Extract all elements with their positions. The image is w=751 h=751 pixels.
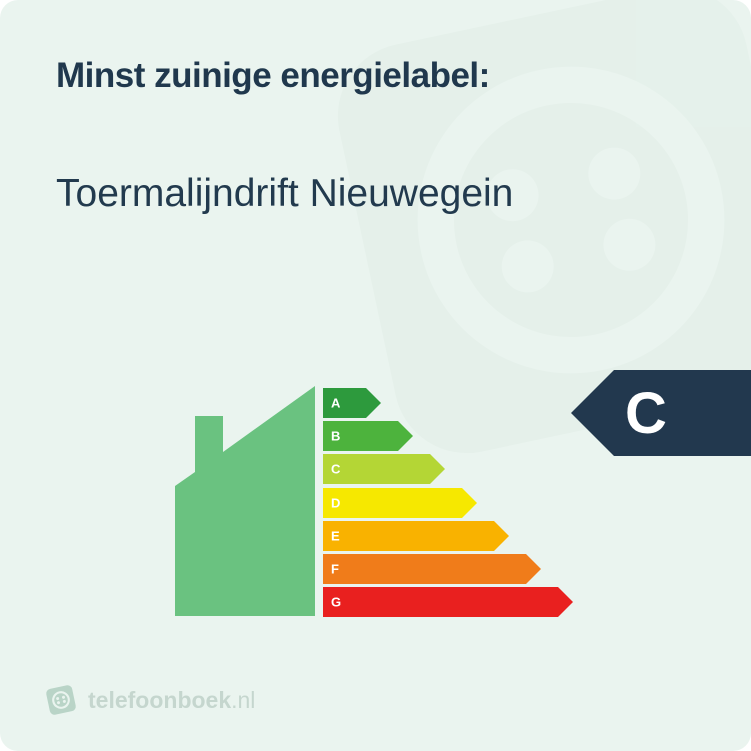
energy-bars: A B C D E F G: [323, 388, 573, 620]
bar-label: A: [331, 396, 340, 411]
bar-label: B: [331, 429, 340, 444]
energy-bar-a: A: [323, 388, 573, 418]
energy-bar-f: F: [323, 554, 573, 584]
house-icon: [175, 386, 315, 616]
energy-bar-e: E: [323, 521, 573, 551]
bar-arrow-icon: [323, 488, 477, 518]
bar-label: C: [331, 462, 340, 477]
energy-bar-c: C: [323, 454, 573, 484]
brand-name: telefoonboek: [88, 687, 231, 713]
brand-text: telefoonboek.nl: [88, 687, 255, 714]
badge-letter: C: [625, 380, 666, 447]
bar-arrow-icon: [323, 587, 573, 617]
bar-arrow-icon: [323, 521, 509, 551]
page-title: Minst zuinige energielabel:: [56, 56, 490, 96]
bar-label: G: [331, 595, 341, 610]
footer-brand: telefoonboek.nl: [46, 685, 255, 715]
bar-label: D: [331, 495, 340, 510]
badge-arrow-icon: [571, 370, 614, 456]
bar-label: E: [331, 528, 340, 543]
energy-bar-b: B: [323, 421, 573, 451]
energy-bar-d: D: [323, 488, 573, 518]
bar-label: F: [331, 561, 339, 576]
logo-icon: [43, 682, 79, 718]
energy-bar-g: G: [323, 587, 573, 617]
brand-tld: .nl: [231, 687, 255, 713]
bar-arrow-icon: [323, 454, 445, 484]
bar-arrow-icon: [323, 554, 541, 584]
energy-label-card: Minst zuinige energielabel: Toermalijndr…: [0, 0, 751, 751]
rating-badge: C: [571, 370, 751, 456]
energy-chart: A B C D E F G: [175, 368, 605, 628]
location-subtitle: Toermalijndrift Nieuwegein: [56, 172, 513, 216]
